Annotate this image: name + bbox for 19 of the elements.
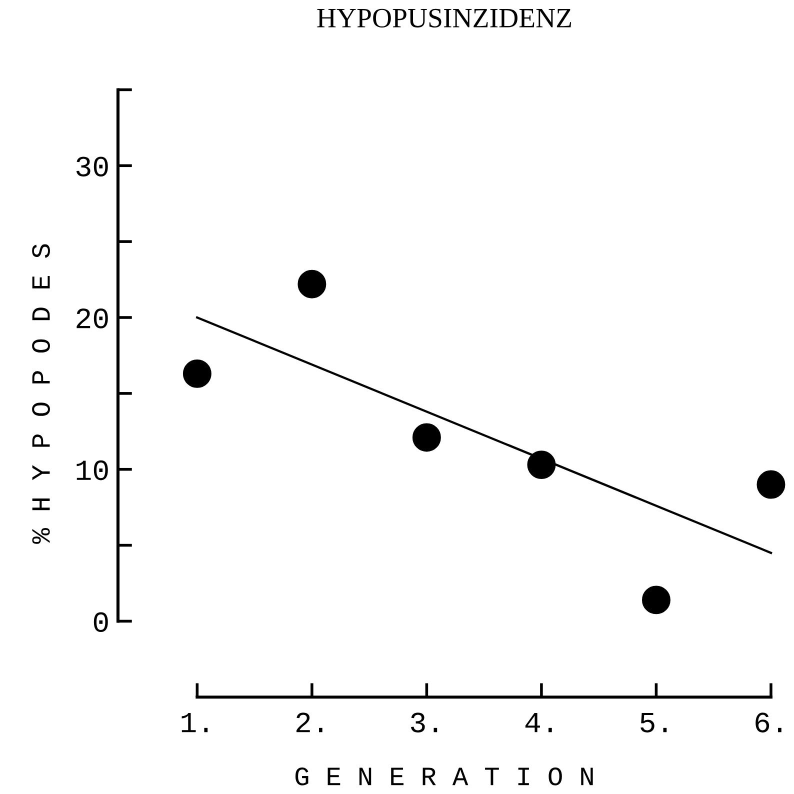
y-tick-label: 10 xyxy=(76,460,108,480)
point xyxy=(298,270,326,298)
point xyxy=(642,586,670,614)
x-axis-title: G E N E R A T I O N xyxy=(295,767,593,786)
x-tick-label: 3. xyxy=(411,712,438,732)
y-tick-label: 0 xyxy=(94,612,108,632)
x-tick-label: 6. xyxy=(756,712,782,732)
chart-title: HYPOPUSINZIDENZ xyxy=(317,8,572,28)
x-tick-label: 2. xyxy=(296,712,322,732)
y-tick-label: 30 xyxy=(76,156,108,177)
point xyxy=(527,450,556,480)
x-tick-label: 1. xyxy=(182,712,208,732)
point xyxy=(182,359,212,388)
point xyxy=(756,470,786,499)
x-tick-label: 4. xyxy=(525,712,552,732)
y-axis-title: % H Y P O P O D E S xyxy=(32,244,50,544)
point xyxy=(412,423,441,452)
x-tick-label: 5. xyxy=(640,712,667,732)
y-tick-label: 20 xyxy=(76,308,108,328)
